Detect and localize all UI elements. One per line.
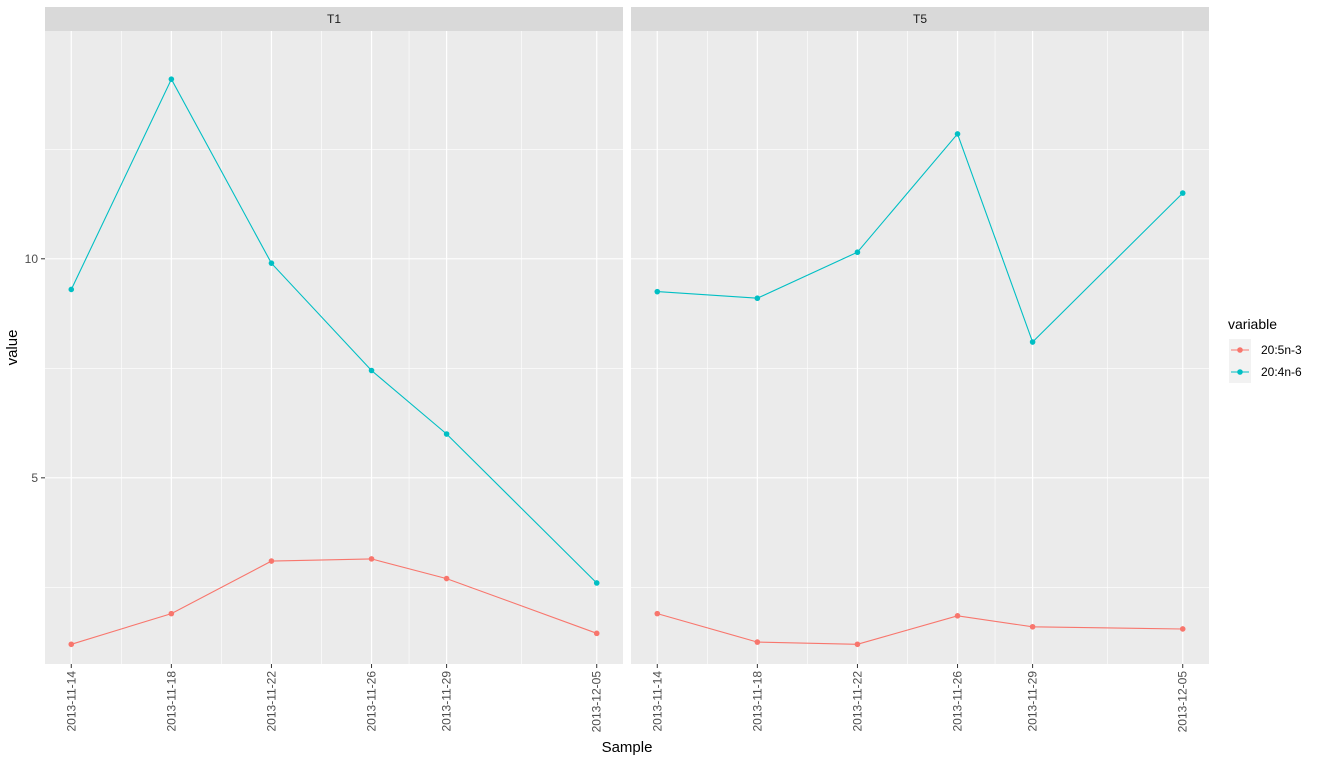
series-line-20:5n-3 — [71, 558, 597, 645]
data-point — [443, 431, 450, 437]
panel-background — [45, 31, 623, 664]
series-line-20:5n-3 — [657, 613, 1183, 645]
legend-label: 20:4n-6 — [1261, 365, 1302, 379]
data-point — [1029, 623, 1036, 630]
data-point — [268, 558, 275, 564]
data-point — [368, 556, 375, 562]
data-point — [1179, 626, 1186, 632]
y-axis-title: value — [4, 330, 21, 366]
data-point — [593, 630, 600, 637]
facet-strip-label: T5 — [913, 12, 927, 26]
x-axis-title: Sample — [602, 739, 653, 756]
legend-key-point — [1237, 347, 1243, 353]
legend-label: 20:5n-3 — [1261, 343, 1302, 357]
series-line-20:4n-6 — [657, 132, 1184, 343]
panel-background — [631, 31, 1209, 664]
facet-strip — [45, 7, 623, 31]
facet-strip-label: T1 — [327, 12, 341, 26]
x-tick-label: 2013-11-14 — [64, 671, 78, 732]
data-point — [1029, 339, 1036, 345]
x-tick-label: 2013-11-26 — [365, 671, 379, 732]
data-point — [754, 295, 761, 302]
facet-panel-T1: T1 2013-11-14 2013-11-18 2013-11-22 2013-11-… — [45, 7, 623, 732]
legend-title: variable — [1228, 316, 1277, 332]
x-tick-label: 2013-11-22 — [850, 671, 864, 732]
data-point — [68, 641, 75, 648]
data-point — [954, 613, 961, 619]
y-tick-label: 5 — [31, 471, 38, 485]
data-point — [954, 131, 961, 137]
x-tick-label: 2013-12-05 — [1176, 671, 1190, 733]
x-tick-label: 2013-11-14 — [650, 671, 664, 732]
series-line-20:4n-6 — [70, 77, 598, 584]
x-tick-label: 2013-11-22 — [264, 671, 278, 732]
data-point — [168, 610, 175, 617]
data-point — [854, 641, 861, 648]
data-point — [593, 580, 600, 586]
x-tick-label: 2013-11-26 — [951, 671, 965, 732]
data-point — [1179, 190, 1186, 196]
x-tick-label: 2013-11-18 — [750, 671, 764, 732]
data-point — [168, 76, 175, 82]
data-point — [368, 367, 375, 374]
y-tick-label: 10 — [25, 252, 39, 266]
y-axis: 5 10 — [25, 252, 45, 485]
x-tick-label: 2013-12-05 — [590, 671, 604, 733]
legend-key-point — [1237, 369, 1243, 375]
data-point — [654, 288, 661, 295]
facet-strip — [631, 7, 1209, 31]
x-tick-label: 2013-11-18 — [164, 671, 178, 732]
data-point — [68, 286, 75, 293]
legend: variable 20:5n-3 20:4n-6 — [1228, 316, 1302, 383]
facet-panel-T5: T5 2013-11-14 2013-11-18 2013-11-22 2013-11-… — [631, 7, 1209, 732]
data-point — [443, 575, 450, 582]
data-point — [754, 639, 761, 645]
x-tick-label: 2013-11-29 — [440, 671, 454, 732]
x-tick-label: 2013-11-29 — [1026, 671, 1040, 732]
data-point — [654, 610, 661, 617]
data-point — [268, 260, 275, 266]
data-point — [854, 249, 861, 256]
